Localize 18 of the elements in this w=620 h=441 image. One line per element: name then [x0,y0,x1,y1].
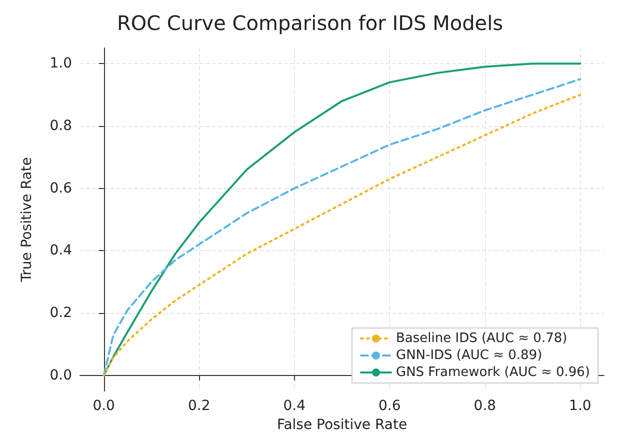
x-tick-label: 0.2 [188,398,210,414]
y-axis-title: True Positive Rate [19,157,35,283]
y-tick-label: 0.4 [50,242,72,259]
x-axis-title: False Positive Rate [276,416,408,433]
x-tick-label: 0.0 [92,398,115,414]
y-tick-label: 0.8 [50,118,72,134]
legend-label: Baseline IDS (AUC ≈ 0.78) [396,331,568,346]
legend-label: GNS Framework (AUC ≈ 0.96) [396,365,590,380]
y-tick-label: 0.0 [50,367,72,384]
x-tick-label: 0.4 [283,398,306,414]
x-tick-label: 1.0 [569,398,592,414]
x-tick-label: 0.6 [378,398,401,414]
chart-title: ROC Curve Comparison for IDS Models [116,11,504,35]
x-tick-label: 0.8 [474,398,496,414]
y-tick-label: 0.6 [50,180,72,196]
y-tick-label: 1.0 [50,56,72,72]
y-tick-label: 0.2 [50,305,72,322]
legend-label: GNN-IDS (AUC ≈ 0.89) [396,348,542,363]
